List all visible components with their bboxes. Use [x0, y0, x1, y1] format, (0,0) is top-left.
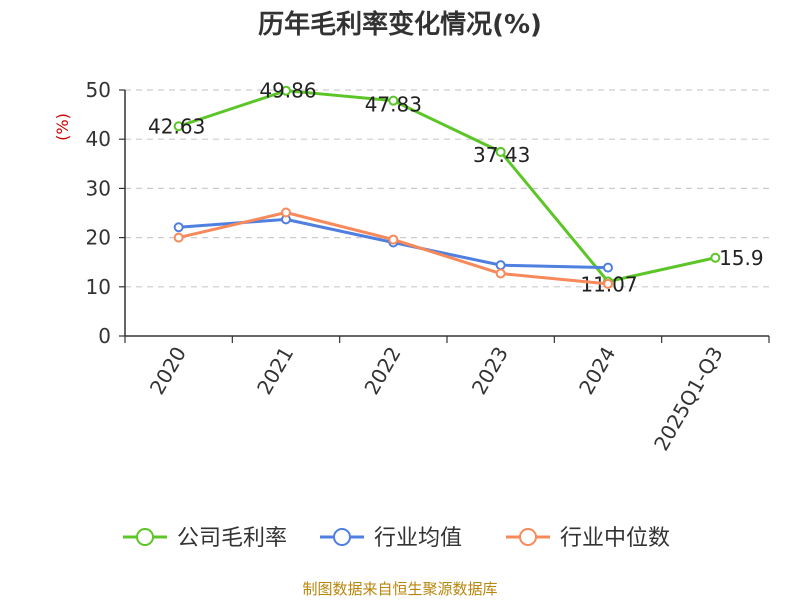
data-point [281, 207, 291, 218]
x-tick-label: 2020 [145, 343, 191, 399]
data-point [173, 232, 184, 243]
source-note: 制图数据来自恒生聚源数据库 [302, 580, 498, 598]
y-tick-label: 30 [86, 176, 111, 200]
x-tick-label: 2023 [467, 343, 513, 399]
y-tick-label: 50 [86, 78, 111, 102]
data-point [173, 121, 184, 132]
y-tick-label: 10 [86, 275, 111, 299]
y-tick-label: 40 [86, 127, 111, 151]
legend-label: 公司毛利率 [177, 526, 287, 551]
x-tick-label: 2024 [574, 343, 620, 399]
series-line [178, 89, 716, 284]
x-tick-label: 2025Q1-Q3 [649, 343, 728, 455]
legend-label: 行业均值 [374, 526, 462, 551]
data-point [710, 252, 721, 263]
data-point [495, 146, 506, 157]
legend-marker [136, 528, 154, 546]
data-label: 49.86 [259, 79, 316, 103]
data-point [603, 262, 613, 273]
x-tick-label: 2021 [252, 343, 298, 399]
x-tick-label: 2022 [359, 343, 405, 399]
legend-label: 行业中位数 [560, 526, 670, 551]
data-point [388, 95, 399, 106]
data-point [495, 268, 506, 279]
data-point [173, 222, 184, 233]
data-point [388, 234, 399, 245]
legend-marker [333, 528, 351, 546]
y-tick-label: 20 [86, 226, 111, 250]
chart-title: 历年毛利率变化情况(%) [258, 10, 542, 40]
data-label: 37.43 [473, 143, 530, 167]
series-line [178, 211, 609, 286]
data-point [281, 85, 291, 96]
data-label: 47.83 [365, 93, 422, 117]
data-point [603, 278, 613, 289]
y-axis-label: (%) [53, 113, 72, 141]
data-label: 15.9 [719, 246, 764, 270]
data-point [495, 260, 506, 271]
legend-marker [519, 528, 537, 546]
data-label: 42.63 [148, 114, 205, 138]
y-tick-label: 0 [98, 324, 111, 348]
